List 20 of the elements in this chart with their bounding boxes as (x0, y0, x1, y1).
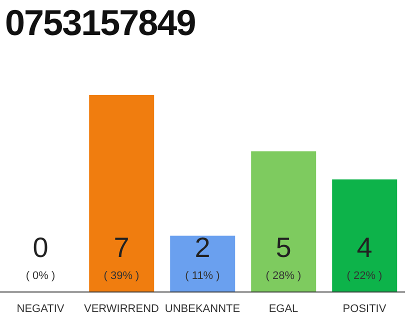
bar (170, 236, 236, 292)
x-tick-label: EGAL (268, 303, 298, 315)
bar (89, 95, 154, 292)
data-label: 7 (114, 232, 130, 263)
bar (332, 179, 398, 292)
x-tick-label: NEGATIV (16, 303, 65, 315)
data-label: 0 (32, 232, 48, 263)
bar (251, 151, 316, 292)
annotation: ( 0% ) (26, 270, 56, 282)
annotation: ( 11% ) (185, 270, 220, 282)
data-label: 5 (276, 232, 292, 263)
x-tick-label: UNBEKANNTE (164, 303, 240, 315)
annotation: ( 22% ) (346, 270, 382, 282)
annotation: ( 28% ) (266, 270, 302, 282)
data-label: 2 (194, 232, 210, 263)
x-tick-label: POSITIV (342, 303, 387, 315)
data-label: 4 (356, 232, 372, 263)
x-tick-label: VERWIRREND (84, 303, 160, 315)
annotation: ( 39% ) (104, 270, 140, 282)
chart-title: 0753157849 (5, 2, 196, 44)
